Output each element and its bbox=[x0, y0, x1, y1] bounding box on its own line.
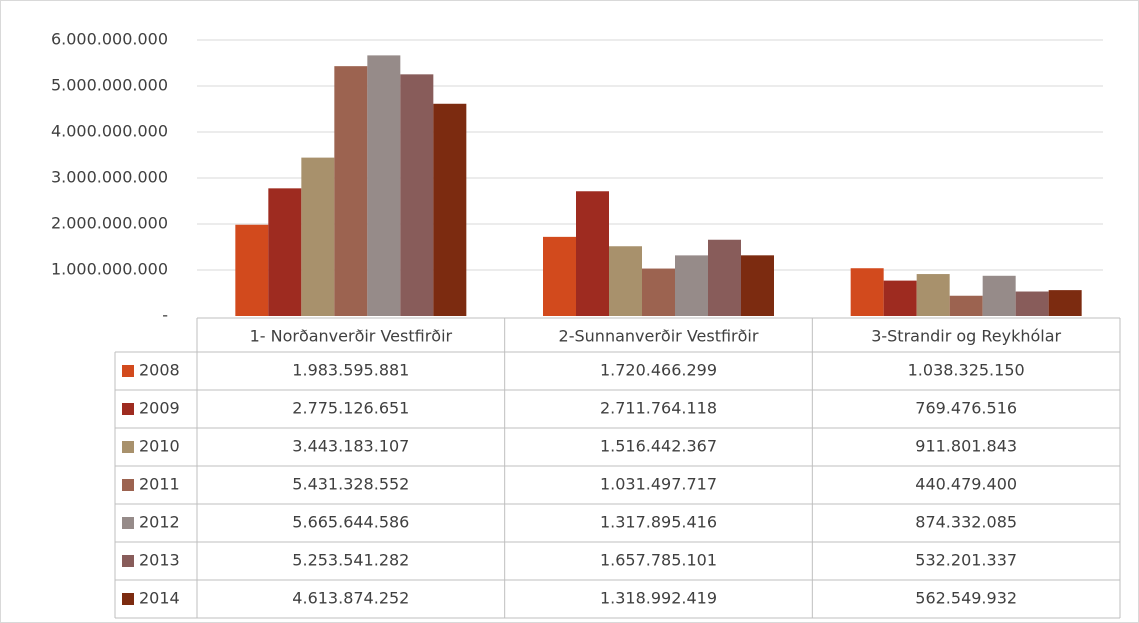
legend-label: 2013 bbox=[139, 551, 180, 570]
bar bbox=[400, 74, 434, 317]
bar bbox=[949, 295, 983, 316]
data-label: 562.549.932 bbox=[915, 589, 1017, 608]
legend-swatch bbox=[122, 441, 134, 453]
y-tick-label: 3.000.000.000 bbox=[51, 168, 168, 187]
bar bbox=[982, 275, 1016, 316]
x-tick-label: 1- Norðanverðir Vestfirðir bbox=[250, 327, 453, 346]
bar bbox=[301, 157, 335, 316]
legend-swatch bbox=[122, 593, 134, 605]
x-tick-label: 3-Strandir og Reykhólar bbox=[871, 327, 1061, 346]
y-tick-label: 1.000.000.000 bbox=[51, 260, 168, 279]
data-label: 4.613.874.252 bbox=[292, 589, 409, 608]
legend-swatch bbox=[122, 479, 134, 491]
y-tick-label: - bbox=[162, 306, 168, 325]
data-label: 769.476.516 bbox=[915, 399, 1017, 418]
data-label: 1.038.325.150 bbox=[908, 361, 1025, 380]
bar bbox=[675, 255, 708, 316]
data-label: 2.711.764.118 bbox=[600, 399, 717, 418]
data-label: 5.431.328.552 bbox=[292, 475, 409, 494]
data-label: 3.443.183.107 bbox=[292, 437, 409, 456]
data-label: 1.318.992.419 bbox=[600, 589, 717, 608]
legend-swatch bbox=[122, 365, 134, 377]
data-label: 2.775.126.651 bbox=[292, 399, 409, 418]
bar bbox=[850, 268, 884, 316]
data-label: 5.665.644.586 bbox=[292, 513, 409, 532]
bar bbox=[741, 255, 774, 316]
bar bbox=[334, 66, 368, 316]
data-label: 1.720.466.299 bbox=[600, 361, 717, 380]
bar bbox=[708, 239, 741, 316]
data-label: 532.201.337 bbox=[915, 551, 1017, 570]
data-label: 874.332.085 bbox=[915, 513, 1017, 532]
data-label: 1.657.785.101 bbox=[600, 551, 717, 570]
bar bbox=[642, 268, 675, 316]
y-tick-label: 2.000.000.000 bbox=[51, 214, 168, 233]
y-tick-label: 6.000.000.000 bbox=[51, 30, 168, 49]
legend-swatch bbox=[122, 555, 134, 567]
bar bbox=[367, 55, 401, 317]
legend-swatch bbox=[122, 517, 134, 529]
legend-swatch bbox=[122, 403, 134, 415]
bar bbox=[433, 103, 467, 317]
x-tick-label: 2-Sunnanverðir Vestfirðir bbox=[559, 327, 759, 346]
data-label: 1.317.895.416 bbox=[600, 513, 717, 532]
data-label: 1.516.442.367 bbox=[600, 437, 717, 456]
bar bbox=[543, 236, 576, 316]
bar bbox=[1015, 291, 1049, 316]
bar bbox=[1048, 290, 1082, 316]
data-label: 440.479.400 bbox=[915, 475, 1017, 494]
legend-label: 2010 bbox=[139, 437, 180, 456]
legend-label: 2011 bbox=[139, 475, 180, 494]
legend-label: 2014 bbox=[139, 589, 180, 608]
data-label: 1.031.497.717 bbox=[600, 475, 717, 494]
y-tick-label: 4.000.000.000 bbox=[51, 122, 168, 141]
bar bbox=[883, 280, 917, 316]
bar bbox=[576, 191, 609, 316]
data-label: 5.253.541.282 bbox=[292, 551, 409, 570]
bar bbox=[916, 274, 950, 316]
bar bbox=[268, 188, 302, 316]
y-tick-label: 5.000.000.000 bbox=[51, 76, 168, 95]
data-label: 911.801.843 bbox=[915, 437, 1017, 456]
legend-label: 2012 bbox=[139, 513, 180, 532]
bar bbox=[235, 224, 269, 316]
legend-label: 2008 bbox=[139, 361, 180, 380]
legend-label: 2009 bbox=[139, 399, 180, 418]
bar bbox=[609, 246, 642, 316]
data-label: 1.983.595.881 bbox=[292, 361, 409, 380]
